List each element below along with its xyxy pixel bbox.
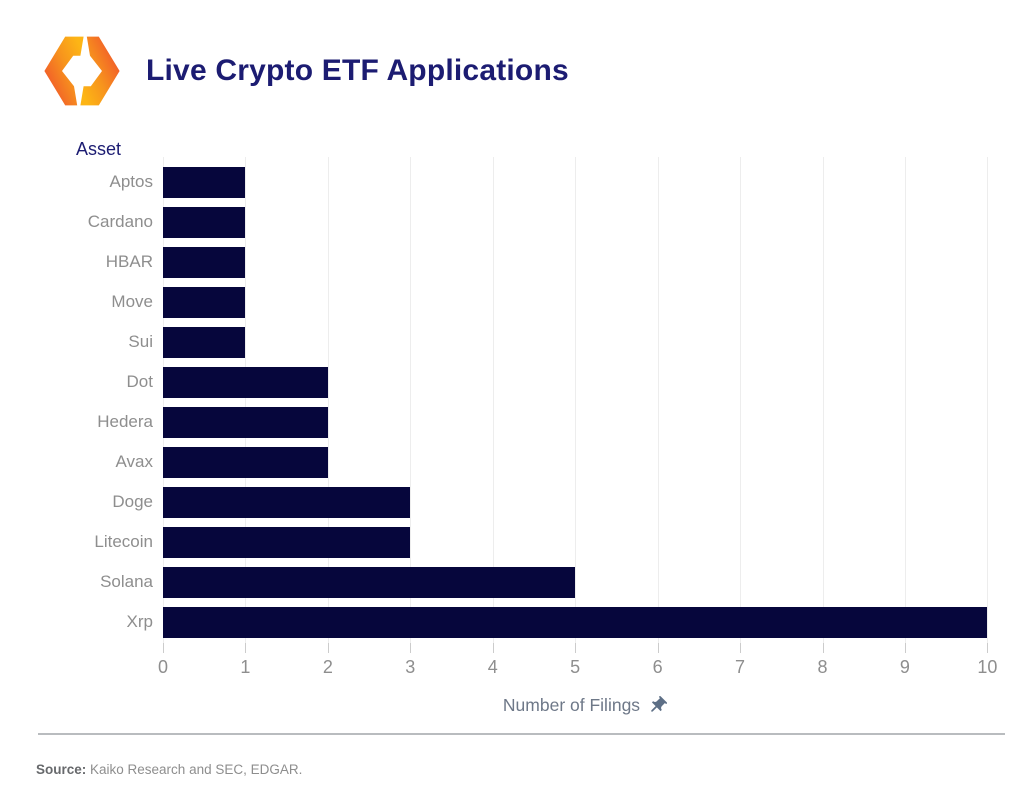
bar-track: [163, 406, 1008, 438]
category-label: Avax: [115, 452, 154, 471]
x-tick-label: 8: [817, 657, 828, 677]
bar-row: Aptos: [0, 162, 1008, 202]
bar-chart: Aptos Cardano HBAR Move Sui Dot Hedera Avax Doge…: [0, 157, 1024, 722]
bar-row: Cardano: [0, 202, 1008, 242]
bar-doge: [163, 486, 411, 518]
x-tick-label: 5: [570, 657, 581, 677]
bar-row: Move: [0, 282, 1008, 322]
y-axis-title: Asset: [76, 139, 122, 159]
bar-avax: [163, 446, 328, 478]
tickmark: [657, 643, 659, 653]
bar-hbar: [163, 246, 246, 278]
x-axis-title-row: Number of Filings: [163, 695, 1008, 716]
x-tick-label: 4: [487, 657, 498, 677]
bar-row: Hedera: [0, 402, 1008, 442]
category-label: Dot: [126, 372, 153, 391]
bar-row: Sui: [0, 322, 1008, 362]
bar-row: Doge: [0, 482, 1008, 522]
bar-track: [163, 286, 1008, 318]
bar-rows: Aptos Cardano HBAR Move Sui Dot Hedera Avax Doge…: [0, 162, 1008, 642]
tickmark: [740, 643, 742, 653]
bar-track: [163, 206, 1008, 238]
bar-track: [163, 166, 1008, 198]
source-note: Source: Kaiko Research and SEC, EDGAR.: [36, 762, 302, 777]
x-tick-label: 6: [652, 657, 663, 677]
category-label: Litecoin: [94, 532, 153, 551]
bar-move: [163, 286, 246, 318]
bar-cardano: [163, 206, 246, 238]
bar-sui: [163, 326, 246, 358]
bar-row: Litecoin: [0, 522, 1008, 562]
bar-hedera: [163, 406, 328, 438]
bar-aptos: [163, 166, 246, 198]
x-tick-label: 3: [405, 657, 416, 677]
tickmark: [492, 643, 494, 653]
x-tick-label: 9: [899, 657, 910, 677]
category-label: Sui: [128, 332, 153, 351]
tickmark: [822, 643, 824, 653]
bar-track: [163, 246, 1008, 278]
tickmark: [245, 643, 247, 653]
bar-track: [163, 526, 1008, 558]
category-label: Xrp: [126, 612, 153, 631]
pushpin-icon: [651, 695, 668, 712]
bar-xrp: [163, 606, 988, 638]
page-title: Live Crypto ETF Applications: [146, 54, 569, 87]
bar-track: [163, 566, 1008, 598]
bar-row: HBAR: [0, 242, 1008, 282]
tickmark: [575, 643, 577, 653]
category-label: Move: [111, 292, 153, 311]
bar-track: [163, 486, 1008, 518]
bar-track: [163, 326, 1008, 358]
tickmark: [410, 643, 412, 653]
bar-track: [163, 606, 1008, 638]
source-label: Source:: [36, 762, 87, 777]
bar-dot: [163, 366, 328, 398]
x-tick-label: 10: [977, 657, 998, 677]
footer-divider: [38, 733, 1005, 735]
x-tick-label: 0: [157, 657, 169, 677]
bar-row: Xrp: [0, 602, 1008, 642]
category-label: Solana: [100, 572, 153, 591]
kaiko-logo-icon: [44, 36, 120, 106]
source-text: Kaiko Research and SEC, EDGAR.: [86, 762, 303, 777]
tickmark: [987, 643, 989, 653]
bar-track: [163, 446, 1008, 478]
x-tick-label: 1: [240, 657, 251, 677]
x-axis-title: Number of Filings: [502, 695, 641, 715]
tickmark: [327, 643, 329, 653]
header: Live Crypto ETF Applications: [42, 34, 569, 108]
bar-solana: [163, 566, 576, 598]
x-tick-label: 7: [735, 657, 746, 677]
category-label: HBAR: [105, 252, 153, 271]
tickmark: [163, 643, 164, 653]
tickmark-layer: [163, 643, 1008, 653]
x-tick-labels: 0 1 2 3 4 5 6 7 8 9 10: [158, 657, 1008, 679]
bar-track: [163, 366, 1008, 398]
category-label: Doge: [112, 492, 153, 511]
tickmark: [904, 643, 906, 653]
bar-row: Avax: [0, 442, 1008, 482]
category-label: Hedera: [97, 412, 153, 431]
category-label: Cardano: [87, 212, 153, 231]
bar-row: Solana: [0, 562, 1008, 602]
bar-row: Dot: [0, 362, 1008, 402]
bar-litecoin: [163, 526, 411, 558]
x-tick-label: 2: [322, 657, 333, 677]
category-label: Aptos: [109, 172, 153, 191]
